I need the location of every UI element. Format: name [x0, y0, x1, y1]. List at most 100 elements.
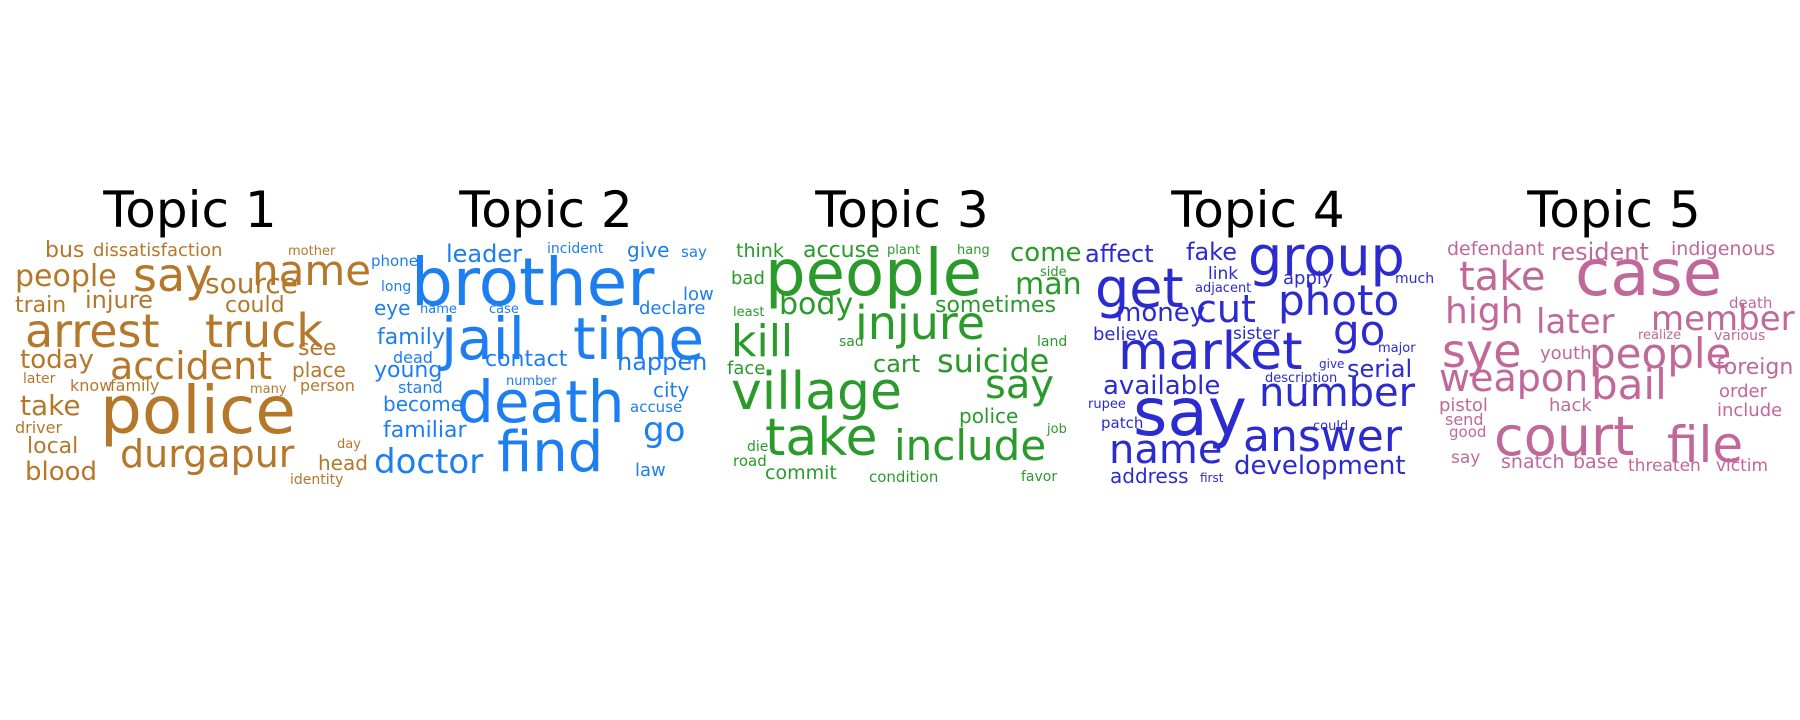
word: young: [374, 358, 443, 383]
word: available: [1103, 371, 1221, 401]
word: take: [20, 389, 81, 422]
word: think: [736, 240, 784, 262]
word: give: [627, 238, 670, 262]
word: bail: [1591, 360, 1667, 409]
word: could: [225, 293, 285, 318]
word: place: [292, 358, 346, 382]
word: name: [252, 246, 372, 295]
word: send: [1445, 410, 1484, 429]
word: accuse: [803, 238, 880, 263]
word: snatch: [1501, 451, 1565, 473]
word: pistol: [1439, 395, 1488, 416]
word: driver: [15, 418, 63, 437]
topic-panel-1: Topic 1 bus dissatisfaction mother peopl…: [15, 185, 371, 495]
word: market: [1118, 322, 1303, 382]
word: give: [1319, 357, 1345, 371]
word: number: [1259, 370, 1416, 416]
word: sad: [839, 334, 864, 350]
word: jail: [441, 305, 525, 373]
word: side: [1040, 265, 1067, 280]
word: injure: [855, 296, 986, 350]
word: base: [1573, 451, 1619, 473]
word: indigenous: [1671, 238, 1776, 260]
word: take: [1459, 254, 1546, 300]
word: much: [1395, 271, 1435, 287]
word: head: [318, 451, 368, 475]
word: stand: [398, 378, 443, 397]
word: say: [1133, 374, 1247, 451]
topic-panel-2: Topic 2 phone leader incident give say b…: [371, 185, 721, 495]
word-cloud: defendant resident indigenous case take …: [1439, 238, 1795, 495]
word: later: [1536, 302, 1615, 342]
word: come: [1010, 238, 1082, 268]
word: identity: [290, 472, 344, 488]
word: local: [27, 434, 79, 459]
word: durgapur: [120, 432, 295, 476]
word: doctor: [374, 442, 484, 482]
word: cut: [1196, 287, 1256, 331]
word: family: [377, 325, 445, 350]
word: injure: [85, 286, 153, 314]
word: answer: [1243, 411, 1402, 462]
word: blood: [25, 457, 98, 487]
topic-panel-3: Topic 3 think accuse plant hang come peo…: [727, 185, 1082, 495]
word: arrest: [25, 304, 160, 358]
word: first: [1200, 471, 1224, 485]
word: least: [733, 305, 765, 320]
word: die: [747, 439, 769, 455]
topic-title: Topic 2: [459, 181, 633, 239]
word: believe: [1093, 324, 1159, 345]
word: train: [15, 293, 67, 318]
word: youth: [1540, 343, 1592, 364]
word: name: [420, 302, 457, 317]
word: police: [100, 372, 296, 449]
word: member: [1651, 299, 1795, 339]
word: face: [727, 358, 766, 379]
word: say: [133, 248, 213, 302]
word: bus: [45, 238, 85, 263]
word: court: [1494, 405, 1635, 468]
word: contact: [485, 347, 568, 372]
word: serial: [1347, 355, 1413, 383]
word: people: [1589, 329, 1732, 378]
word: eye: [374, 296, 411, 320]
word: case: [489, 302, 519, 317]
topic-title: Topic 5: [1527, 181, 1701, 239]
word: dead: [393, 348, 433, 367]
word: incident: [547, 241, 604, 257]
word: could: [1313, 419, 1349, 434]
word: say: [985, 362, 1055, 408]
word: phone: [371, 252, 418, 270]
word: know: [70, 376, 113, 395]
word: happen: [617, 348, 708, 376]
word: mother: [288, 244, 336, 259]
word: suicide: [937, 342, 1050, 380]
word: description: [1265, 371, 1338, 386]
word: foreign: [1716, 355, 1794, 380]
word: people: [15, 259, 117, 294]
word: sye: [1442, 324, 1522, 378]
word: many: [250, 382, 287, 397]
word: hang: [957, 243, 990, 258]
word: police: [959, 404, 1019, 428]
word: road: [733, 452, 767, 470]
word: defendant: [1447, 238, 1545, 260]
word: link: [1208, 264, 1239, 284]
word: leader: [446, 240, 523, 268]
word: death: [457, 368, 625, 436]
word: long: [381, 279, 412, 295]
topic-panel-4: Topic 4 affect fake group get link apply…: [1083, 185, 1435, 495]
word: accuse: [630, 398, 683, 416]
word: condition: [869, 468, 939, 486]
word: village: [731, 362, 902, 422]
word: apply: [1283, 268, 1333, 289]
word: sometimes: [935, 293, 1057, 318]
word: today: [20, 345, 94, 375]
topic-panel-5: Topic 5 defendant resident indigenous ca…: [1439, 181, 1795, 495]
word: low: [683, 284, 714, 305]
word: go: [1333, 306, 1386, 355]
word: realize: [1638, 328, 1682, 343]
word: affect: [1085, 240, 1154, 268]
word: people: [765, 237, 982, 311]
word: familiar: [383, 418, 467, 443]
